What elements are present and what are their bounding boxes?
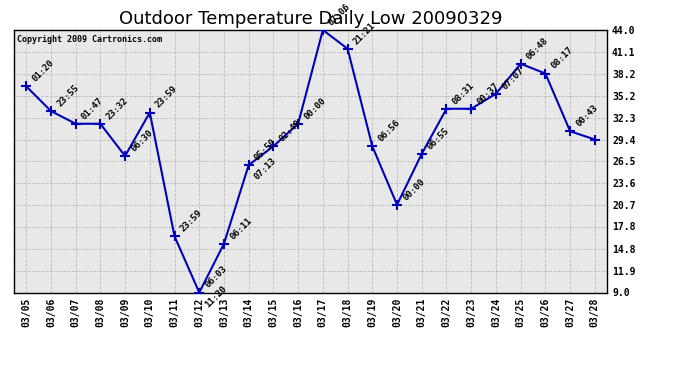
Text: 07:13: 07:13 <box>253 156 278 182</box>
Text: 06:56: 06:56 <box>377 118 402 144</box>
Text: 06:30: 06:30 <box>129 128 155 153</box>
Text: 00:43: 00:43 <box>574 103 600 129</box>
Text: 00:00: 00:00 <box>401 177 426 202</box>
Text: Copyright 2009 Cartronics.com: Copyright 2009 Cartronics.com <box>17 35 161 44</box>
Text: 02:40: 02:40 <box>277 118 303 144</box>
Text: 07:06: 07:06 <box>327 2 353 27</box>
Text: 00:00: 00:00 <box>302 96 328 121</box>
Text: 21:21: 21:21 <box>352 21 377 46</box>
Text: 07:07: 07:07 <box>500 66 526 91</box>
Text: 01:20: 01:20 <box>30 58 56 84</box>
Text: 23:32: 23:32 <box>104 96 130 121</box>
Text: 08:17: 08:17 <box>549 45 575 71</box>
Text: 08:31: 08:31 <box>451 81 476 106</box>
Text: 23:55: 23:55 <box>55 83 81 108</box>
Text: 01:47: 01:47 <box>80 96 105 121</box>
Text: 23:59: 23:59 <box>179 208 204 234</box>
Text: 11:20: 11:20 <box>204 284 229 309</box>
Text: 06:11: 06:11 <box>228 216 253 241</box>
Text: 06:48: 06:48 <box>525 36 550 61</box>
Text: 06:03: 06:03 <box>204 264 229 290</box>
Text: 23:59: 23:59 <box>154 84 179 110</box>
Text: 00:37: 00:37 <box>475 81 501 106</box>
Title: Outdoor Temperature Daily Low 20090329: Outdoor Temperature Daily Low 20090329 <box>119 10 502 28</box>
Text: 05:50: 05:50 <box>253 137 278 162</box>
Text: 06:55: 06:55 <box>426 126 451 151</box>
